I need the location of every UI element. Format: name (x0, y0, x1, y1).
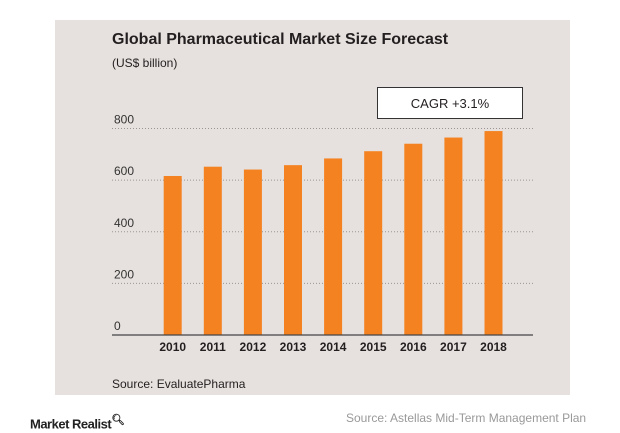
bar-2017 (444, 137, 463, 335)
logo-text: Market Realist (30, 416, 112, 432)
x-tick-label: 2015 (360, 340, 387, 354)
bar-2018 (484, 131, 503, 335)
x-tick-label: 2012 (240, 340, 267, 354)
cagr-annotation: CAGR +3.1% (377, 87, 523, 119)
x-tick-label: 2013 (280, 340, 307, 354)
x-tick-label: 2014 (320, 340, 347, 354)
x-tick-label: 2017 (440, 340, 467, 354)
bar-2010 (163, 175, 182, 335)
chart-title: Global Pharmaceutical Market Size Foreca… (112, 31, 449, 48)
chart-unit: (US$ billion) (112, 56, 178, 70)
y-tick-label: 400 (114, 216, 134, 230)
magnifier-icon: 🔍︎ (111, 414, 125, 426)
x-tick-label: 2018 (480, 340, 507, 354)
bar-2014 (324, 158, 343, 335)
chart-panel (55, 20, 570, 395)
market-realist-logo: Market Realist🔍︎ (30, 413, 125, 432)
footer-source: Source: Astellas Mid-Term Management Pla… (346, 411, 587, 425)
chart-source: Source: EvaluatePharma (112, 377, 246, 391)
y-tick-label: 0 (114, 319, 121, 333)
bar-2013 (284, 165, 302, 335)
bar-2015 (364, 151, 383, 335)
y-tick-label: 600 (114, 164, 134, 178)
bar-2012 (243, 169, 262, 335)
x-tick-label: 2010 (159, 340, 186, 354)
bar-2011 (203, 166, 222, 335)
y-tick-label: 800 (114, 113, 134, 127)
x-tick-label: 2016 (400, 340, 427, 354)
y-tick-label: 200 (114, 267, 134, 281)
bar-2016 (404, 143, 423, 335)
x-tick-label: 2011 (200, 340, 226, 354)
